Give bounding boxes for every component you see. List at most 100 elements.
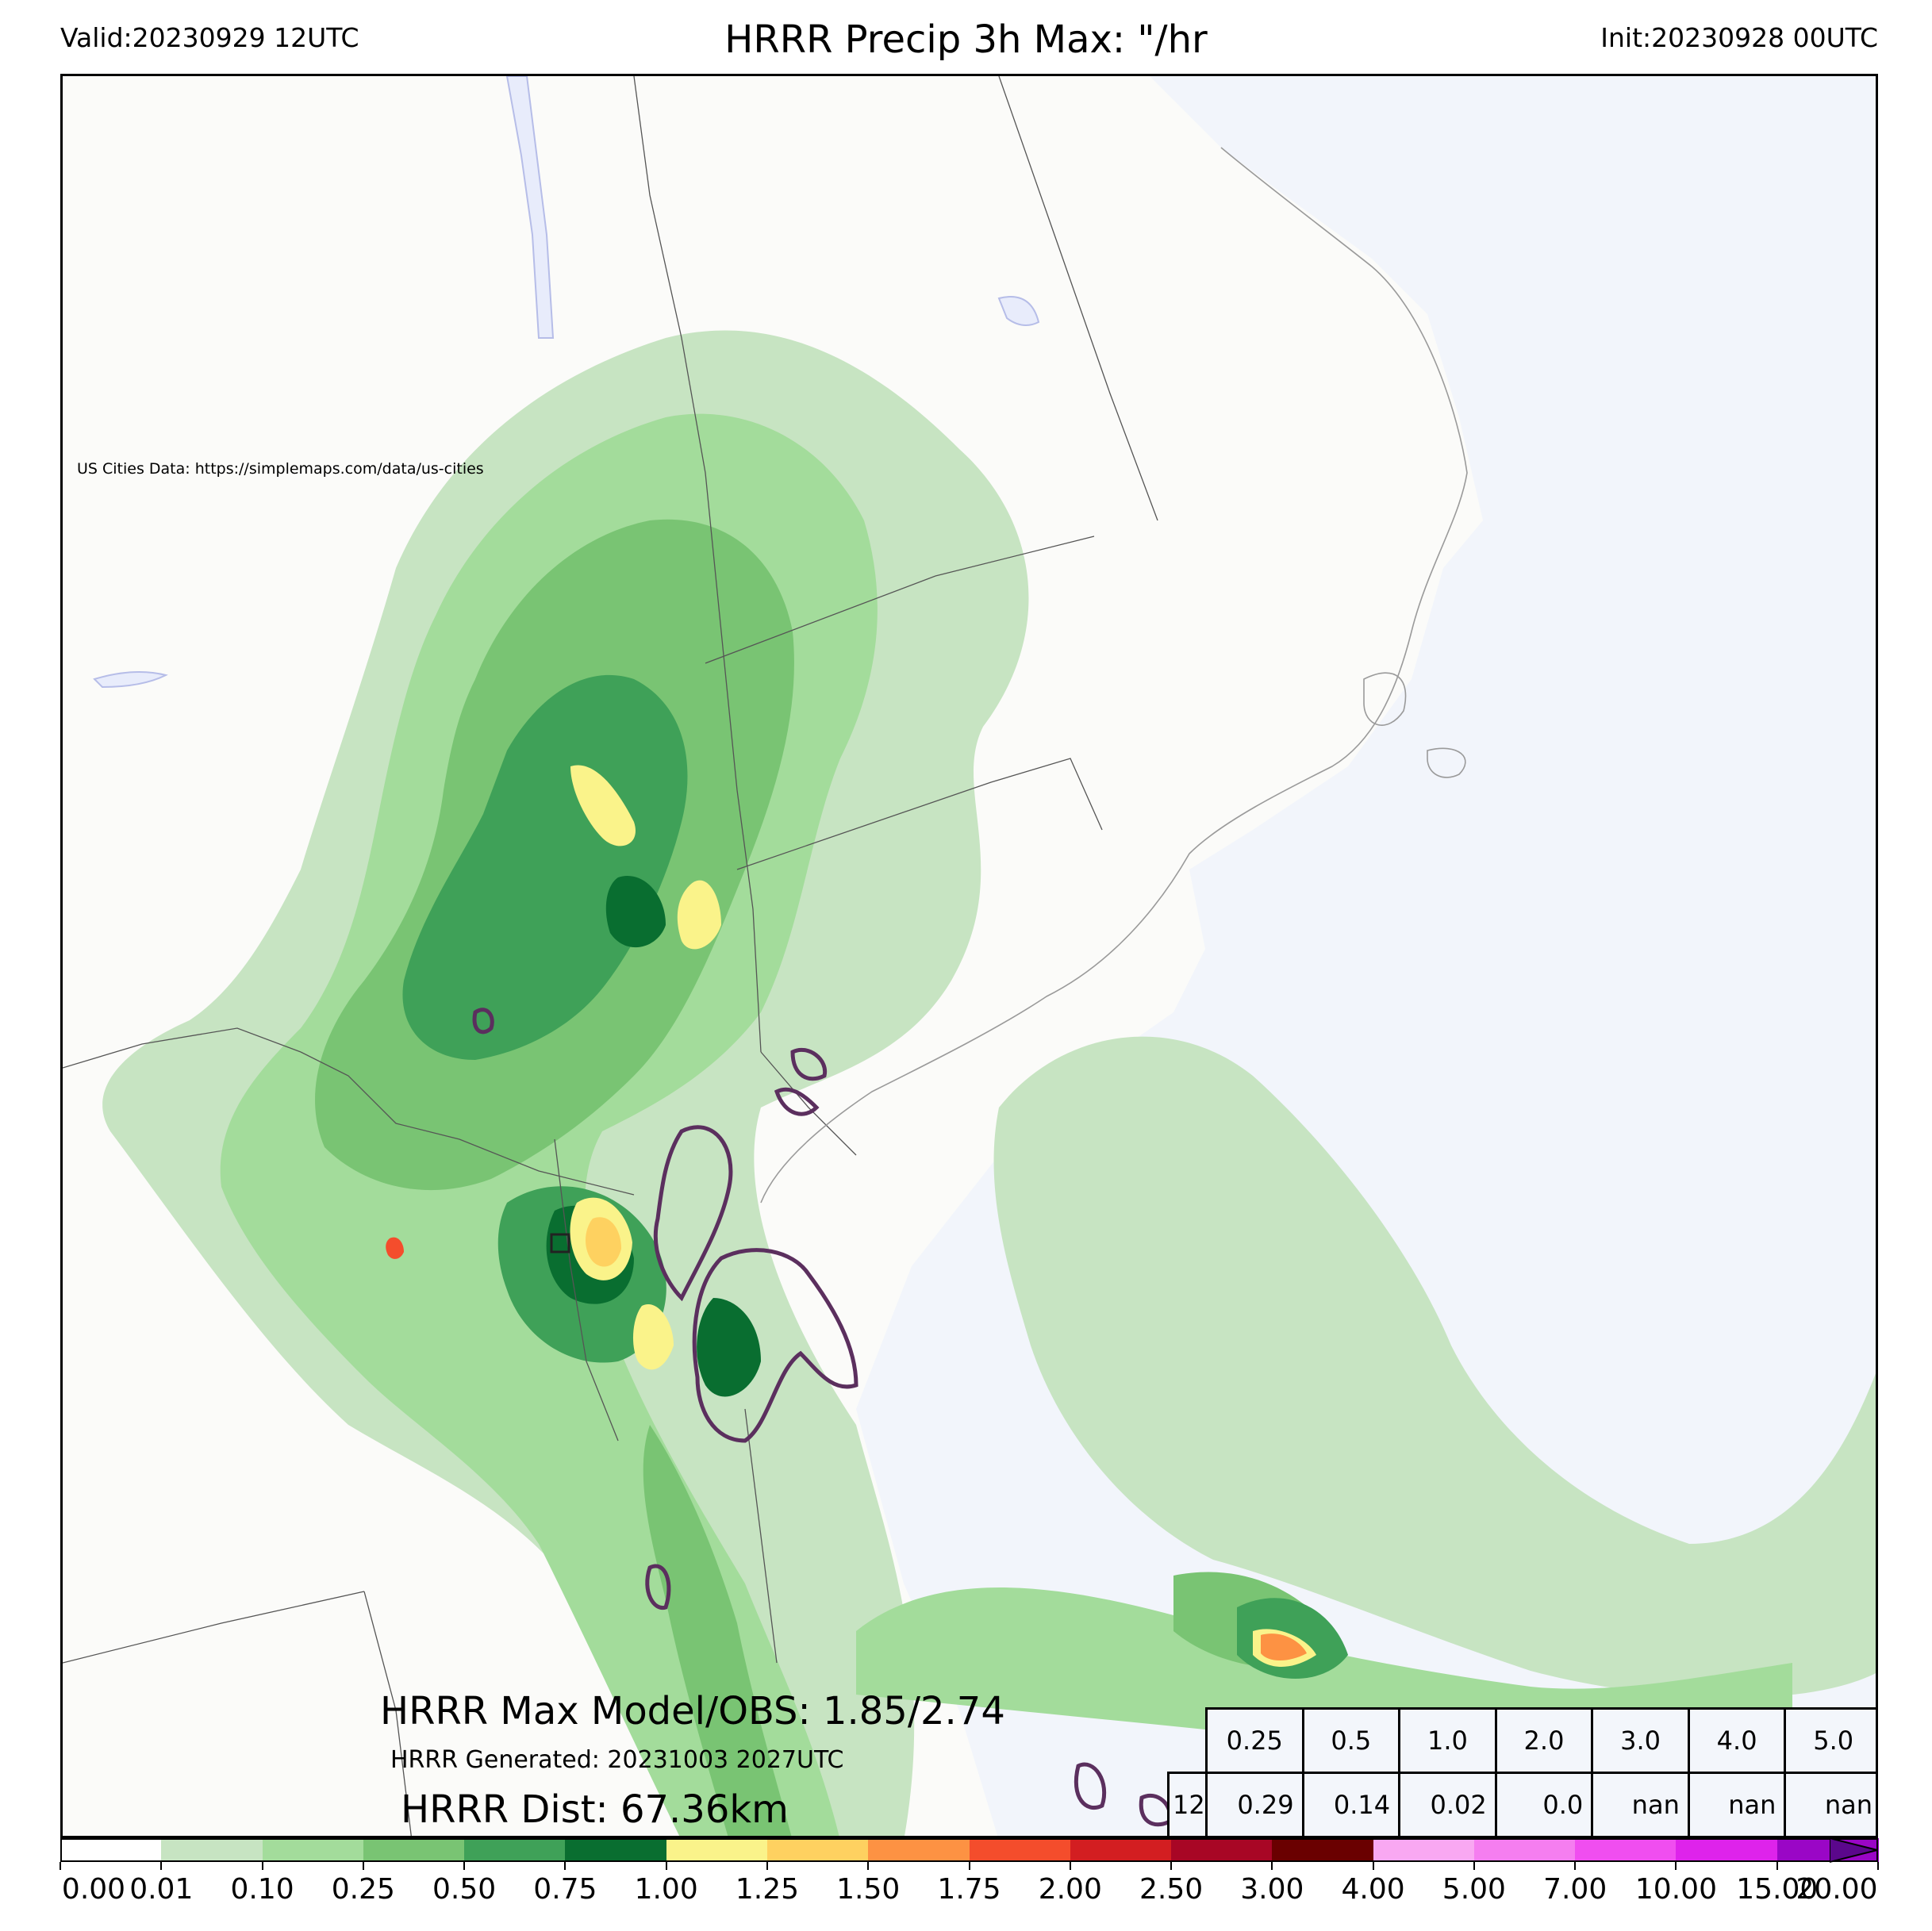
hrrr-distance: HRRR Dist: 67.36km: [401, 1787, 789, 1832]
colorbar-tick-label: 2.50: [1139, 1873, 1204, 1906]
stats-value-cell: nan: [1591, 1772, 1690, 1836]
colorbar-segment: [464, 1838, 567, 1862]
colorbar-tick-mark: [1574, 1862, 1577, 1870]
colorbar-segment: [1272, 1838, 1374, 1862]
obs-contours: [472, 1008, 1173, 1827]
colorbar: [60, 1838, 1879, 1862]
colorbar-tick-label: 0.10: [230, 1873, 294, 1906]
lake-champlain: [505, 76, 555, 339]
colorbar-tick-mark: [160, 1862, 163, 1870]
colorbar-tick-mark: [766, 1862, 768, 1870]
precip-max-2: [570, 765, 636, 846]
map-canvas: [63, 76, 1876, 1836]
plot-title: HRRR Precip 3h Max: "/hr: [724, 17, 1208, 62]
colorbar-tick-label: 1.25: [735, 1873, 800, 1906]
colorbar-ticks: 0.00 0.01 0.10 0.25 0.50 0.75 1.00 1.25 1.50 1.75…: [60, 1862, 1879, 1931]
colorbar-tick-label: 4.00: [1341, 1873, 1405, 1906]
colorbar-segment: [1171, 1838, 1273, 1862]
colorbar-tick-mark: [1170, 1862, 1173, 1870]
colorbar-segment: [969, 1838, 1071, 1862]
stats-value-cell: 0.02: [1398, 1772, 1497, 1836]
precip-top-2: [1261, 1633, 1307, 1660]
colorbar-tick-mark: [1473, 1862, 1475, 1870]
stats-value-cell: nan: [1687, 1772, 1787, 1836]
colorbar-tick-label: 2.00: [1038, 1873, 1102, 1906]
colorbar-tick-label: 7.00: [1543, 1873, 1607, 1906]
precip-core-1: [402, 674, 688, 1060]
stats-row-label: 12: [1167, 1772, 1208, 1836]
precip-top-3: [386, 1237, 404, 1259]
stats-value-cell: 0.0: [1494, 1772, 1594, 1836]
colorbar-tick-label: 1.75: [937, 1873, 1001, 1906]
colorbar-tick-mark: [665, 1862, 667, 1870]
state-boundaries: [63, 76, 1158, 1836]
colorbar-segment: [868, 1838, 970, 1862]
colorbar-tick-label: 0.25: [331, 1873, 395, 1906]
colorbar-segment: [1070, 1838, 1173, 1862]
stats-value-cell: nan: [1784, 1772, 1876, 1836]
colorbar-tick-mark: [564, 1862, 567, 1870]
colorbar-segment: [1473, 1838, 1577, 1862]
precip-band-heavy-south: [643, 1425, 792, 1836]
init-time: Init:20230928 00UTC: [1600, 22, 1878, 53]
precip-max-3: [677, 880, 721, 950]
colorbar-segment: [262, 1838, 364, 1862]
precip-band-coastal: [993, 1036, 1876, 1698]
colorbar-segment: [1575, 1838, 1677, 1862]
stats-header-cell: 1.0: [1398, 1707, 1497, 1774]
colorbar-tick-label: 10.00: [1634, 1873, 1717, 1906]
colorbar-segment: [565, 1838, 667, 1862]
precip-peak-3: [605, 876, 666, 948]
coastline: [760, 147, 1468, 1204]
stats-header-cell: 2.0: [1494, 1707, 1594, 1774]
colorbar-tick-mark: [968, 1862, 970, 1870]
colorbar-tick-label: 3.00: [1240, 1873, 1304, 1906]
valid-time: Valid:20230929 12UTC: [60, 22, 359, 53]
colorbar-segment: [766, 1838, 870, 1862]
colorbar-tick-label: 1.50: [836, 1873, 901, 1906]
colorbar-tick-mark: [261, 1862, 263, 1870]
stats-header-cell: 0.5: [1301, 1707, 1401, 1774]
colorbar-tick-mark: [463, 1862, 466, 1870]
max-model-obs: HRRR Max Model/OBS: 1.85/2.74: [380, 1689, 1005, 1733]
colorbar-segment: [666, 1838, 768, 1862]
stats-header-cell: 5.0: [1784, 1707, 1876, 1774]
colorbar-tick-mark: [867, 1862, 870, 1870]
colorbar-segment: [161, 1838, 263, 1862]
colorbar-segment: [1373, 1838, 1475, 1862]
precip-max-4: [632, 1304, 674, 1370]
colorbar-segment: [60, 1838, 163, 1862]
colorbar-segment: [1676, 1838, 1778, 1862]
precip-top-1: [586, 1217, 621, 1267]
colorbar-tick-mark: [1372, 1862, 1374, 1870]
colorbar-tick-mark: [1776, 1862, 1778, 1870]
colorbar-tick-mark: [1877, 1862, 1879, 1870]
colorbar-segment: [363, 1838, 466, 1862]
precip-map[interactable]: US Cities Data: https://simplemaps.com/d…: [60, 74, 1878, 1838]
colorbar-tick-label: 0.75: [533, 1873, 597, 1906]
precip-field: [102, 330, 1876, 1836]
colorbar-tick-mark: [362, 1862, 364, 1870]
colorbar-tick-label: 0.01: [129, 1873, 194, 1906]
colorbar-tick-label: 5.00: [1442, 1873, 1506, 1906]
stats-value-cell: 0.14: [1301, 1772, 1401, 1836]
station-marker[interactable]: [550, 1233, 570, 1253]
colorbar-tick-mark: [1271, 1862, 1273, 1870]
colorbar-tick-label: 0.50: [432, 1873, 497, 1906]
lake-western: [93, 671, 168, 689]
data-credit: US Cities Data: https://simplemaps.com/d…: [77, 460, 484, 478]
precip-peak-2: [697, 1298, 761, 1397]
lake-east: [997, 296, 1040, 326]
threshold-stats-table: 0.25 0.5 1.0 2.0 3.0 4.0 5.0 12 0.29 0.14 0.02 0.0 n…: [1167, 1707, 1876, 1836]
stats-header-cell: 4.0: [1687, 1707, 1787, 1774]
colorbar-tick-label: 20.00: [1796, 1873, 1878, 1906]
colorbar-tick-label: 0.00: [61, 1873, 126, 1906]
generated-time: HRRR Generated: 20231003 2027UTC: [390, 1746, 844, 1774]
colorbar-extend-arrow: [1830, 1837, 1878, 1864]
stats-header-cell: 0.25: [1205, 1707, 1304, 1774]
colorbar-tick-mark: [60, 1862, 61, 1870]
colorbar-tick-label: 1.00: [634, 1873, 698, 1906]
stats-header-cell: 3.0: [1591, 1707, 1690, 1774]
stats-value-cell: 0.29: [1205, 1772, 1304, 1836]
colorbar-tick-mark: [1675, 1862, 1677, 1870]
